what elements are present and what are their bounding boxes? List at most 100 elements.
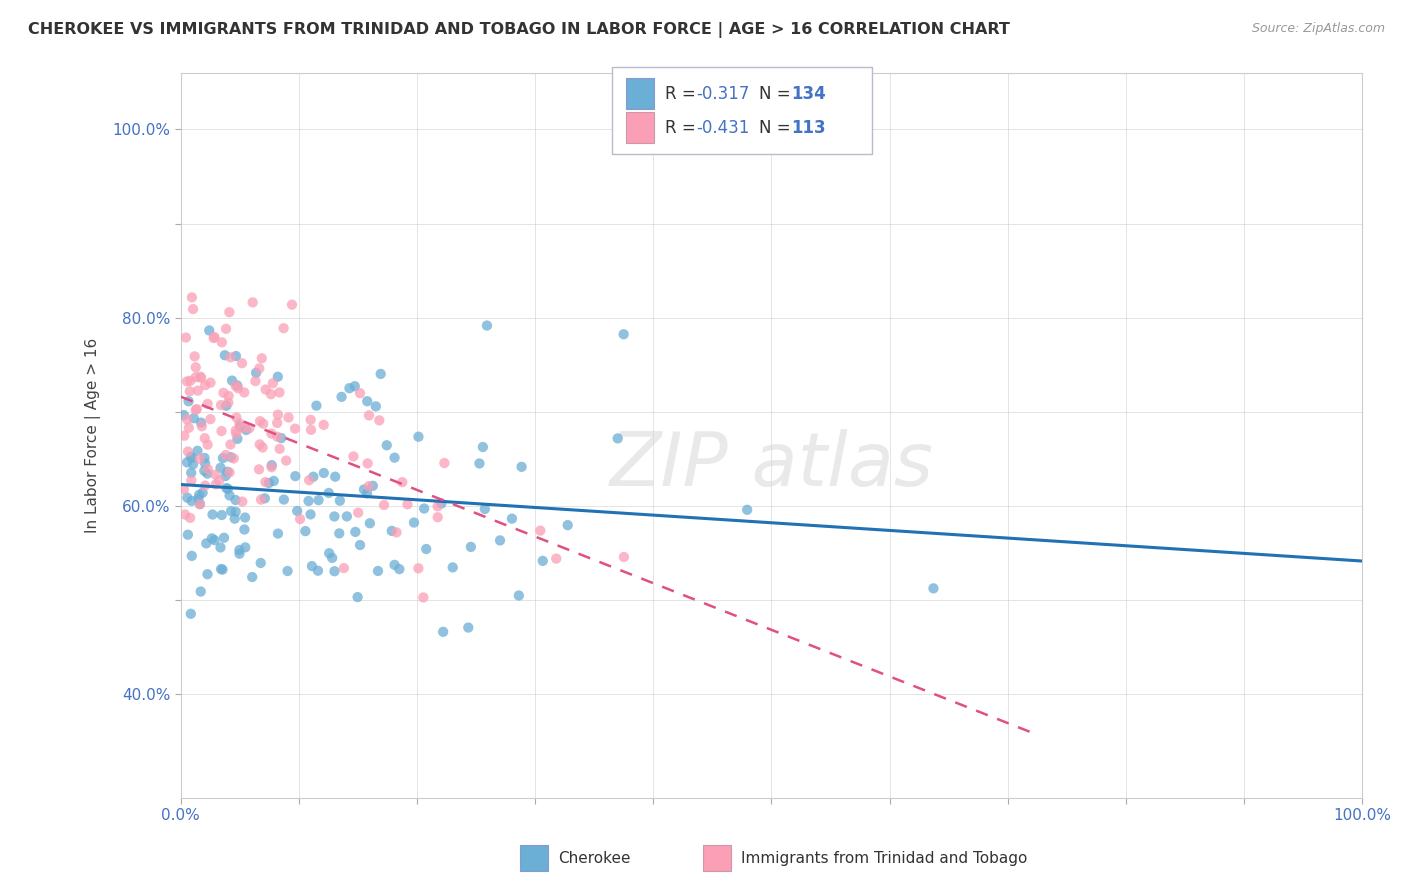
Point <box>180 607 202 621</box>
Point <box>252 441 274 455</box>
Point <box>294 524 316 538</box>
Point <box>284 422 307 436</box>
Point <box>396 497 419 511</box>
Point <box>188 497 211 511</box>
Point <box>186 443 208 458</box>
Point <box>302 469 325 483</box>
Point <box>356 486 378 500</box>
Point <box>219 437 242 451</box>
Point <box>557 518 579 533</box>
Point <box>408 561 430 575</box>
Point <box>285 504 308 518</box>
Point <box>200 412 222 426</box>
Text: -0.317: -0.317 <box>696 85 749 103</box>
Point <box>356 394 378 409</box>
Point <box>368 413 391 427</box>
Point <box>249 556 271 570</box>
Point <box>184 360 207 375</box>
Text: Source: ZipAtlas.com: Source: ZipAtlas.com <box>1251 22 1385 36</box>
Point <box>214 469 236 483</box>
Point <box>257 476 280 491</box>
Point <box>233 541 256 555</box>
Point <box>174 508 197 522</box>
Point <box>177 527 200 541</box>
Point <box>247 462 270 476</box>
Point <box>385 525 408 540</box>
Point <box>190 584 212 599</box>
Point <box>474 502 496 516</box>
Point <box>211 563 233 577</box>
Point <box>179 511 201 525</box>
Point <box>194 456 217 470</box>
Text: N =: N = <box>759 85 796 103</box>
Point <box>297 494 319 508</box>
Point <box>346 590 368 604</box>
Point <box>190 369 212 384</box>
Point <box>215 322 238 336</box>
Point <box>266 416 288 430</box>
Point <box>250 492 273 507</box>
Point <box>180 549 202 563</box>
Point <box>218 488 240 502</box>
Point <box>328 526 350 541</box>
Point <box>177 394 200 409</box>
Point <box>231 494 253 508</box>
Point <box>218 466 240 480</box>
Point <box>262 376 284 391</box>
Point <box>233 510 256 524</box>
Point <box>240 570 263 584</box>
Point <box>198 323 221 337</box>
Point <box>221 374 243 388</box>
Point <box>441 560 464 574</box>
Point <box>531 554 554 568</box>
Point <box>228 543 250 558</box>
Point <box>224 511 246 525</box>
Point <box>249 437 271 451</box>
Point <box>197 437 219 451</box>
Point <box>197 567 219 582</box>
Point <box>204 467 226 482</box>
Point <box>312 417 335 432</box>
Point <box>252 417 274 431</box>
Text: CHEROKEE VS IMMIGRANTS FROM TRINIDAD AND TOBAGO IN LABOR FORCE | AGE > 16 CORREL: CHEROKEE VS IMMIGRANTS FROM TRINIDAD AND… <box>28 22 1010 38</box>
Point <box>194 431 217 445</box>
Point <box>254 383 277 397</box>
Point <box>177 421 200 435</box>
Point <box>225 410 247 425</box>
Point <box>384 558 406 572</box>
Point <box>298 473 321 487</box>
Point <box>606 431 628 445</box>
Point <box>501 511 523 525</box>
Point <box>270 431 292 445</box>
Point <box>370 367 392 381</box>
Point <box>357 479 380 493</box>
Point <box>193 450 215 465</box>
Point <box>180 494 202 508</box>
Point <box>200 376 222 390</box>
Point <box>308 493 330 508</box>
Point <box>174 330 197 344</box>
Point <box>375 438 398 452</box>
Point <box>367 564 389 578</box>
Point <box>247 361 270 376</box>
Point <box>194 478 217 492</box>
Point <box>307 564 329 578</box>
Point <box>177 444 200 458</box>
Point <box>426 500 449 514</box>
Text: 134: 134 <box>792 85 827 103</box>
Point <box>359 516 381 531</box>
Point <box>432 624 454 639</box>
Point <box>176 455 198 469</box>
Point <box>218 305 240 319</box>
Point <box>201 532 224 546</box>
Point <box>489 533 512 548</box>
Point <box>211 335 233 350</box>
Y-axis label: In Labor Force | Age > 16: In Labor Force | Age > 16 <box>86 338 101 533</box>
Point <box>269 385 291 400</box>
Point <box>415 541 437 556</box>
Point <box>186 402 208 417</box>
Point <box>254 475 277 489</box>
Point <box>356 457 378 471</box>
Point <box>180 466 202 480</box>
Point <box>181 450 204 465</box>
